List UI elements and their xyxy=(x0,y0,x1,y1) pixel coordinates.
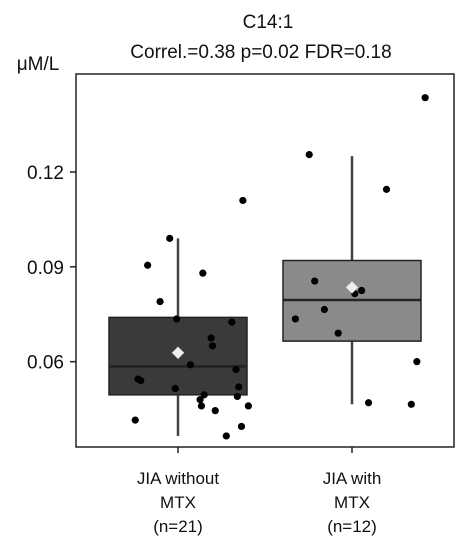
data-point xyxy=(131,416,139,424)
x-category-label: MTX xyxy=(160,493,196,512)
y-tick-label: 0.09 xyxy=(27,258,64,279)
data-point xyxy=(144,261,152,269)
x-category-label: MTX xyxy=(334,493,370,512)
x-category-label: JIA without xyxy=(137,469,219,488)
data-point xyxy=(382,185,391,193)
y-axis: 0.06 0.09 0.12 xyxy=(27,163,76,374)
data-point xyxy=(199,269,207,277)
mean-marker xyxy=(345,281,359,294)
data-point xyxy=(358,286,366,295)
data-point xyxy=(421,94,429,102)
x-category-label: (n=21) xyxy=(153,517,203,536)
data-point xyxy=(186,361,195,369)
chart-subtitle: Correl.=0.38 p=0.02 FDR=0.18 xyxy=(130,42,391,63)
data-point xyxy=(237,422,246,431)
data-point xyxy=(291,315,300,323)
data-point xyxy=(228,318,236,326)
data-point xyxy=(173,315,181,323)
chart-title: C14:1 xyxy=(243,12,294,33)
x-category-label: JIA with xyxy=(323,469,382,488)
data-point xyxy=(235,383,243,391)
plot-area xyxy=(108,94,429,440)
y-axis-label: μM/L xyxy=(17,54,60,75)
data-point xyxy=(208,342,217,350)
data-point xyxy=(413,358,421,366)
data-point xyxy=(197,402,206,410)
data-point xyxy=(305,151,313,159)
data-point xyxy=(239,196,247,205)
mean-marker xyxy=(171,346,185,360)
data-point xyxy=(244,402,252,410)
y-tick-label: 0.06 xyxy=(27,353,64,374)
data-point xyxy=(233,392,241,401)
x-category-label: (n=12) xyxy=(327,517,377,536)
data-point xyxy=(407,400,415,408)
data-point xyxy=(222,432,230,440)
plot-frame xyxy=(75,73,455,448)
data-point xyxy=(200,391,208,399)
data-point xyxy=(232,365,240,374)
data-point xyxy=(156,297,164,306)
data-point xyxy=(364,399,373,407)
y-tick-label: 0.12 xyxy=(27,163,64,184)
data-point xyxy=(207,334,215,342)
data-point xyxy=(166,234,174,242)
data-point xyxy=(334,329,342,337)
data-point xyxy=(171,384,179,393)
data-point xyxy=(196,395,204,404)
data-point xyxy=(211,407,219,415)
x-axis: JIA without MTX (n=21) JIA with MTX (n=12) xyxy=(137,447,381,536)
data-point xyxy=(320,305,328,314)
data-point xyxy=(311,277,319,285)
data-point xyxy=(137,377,145,385)
